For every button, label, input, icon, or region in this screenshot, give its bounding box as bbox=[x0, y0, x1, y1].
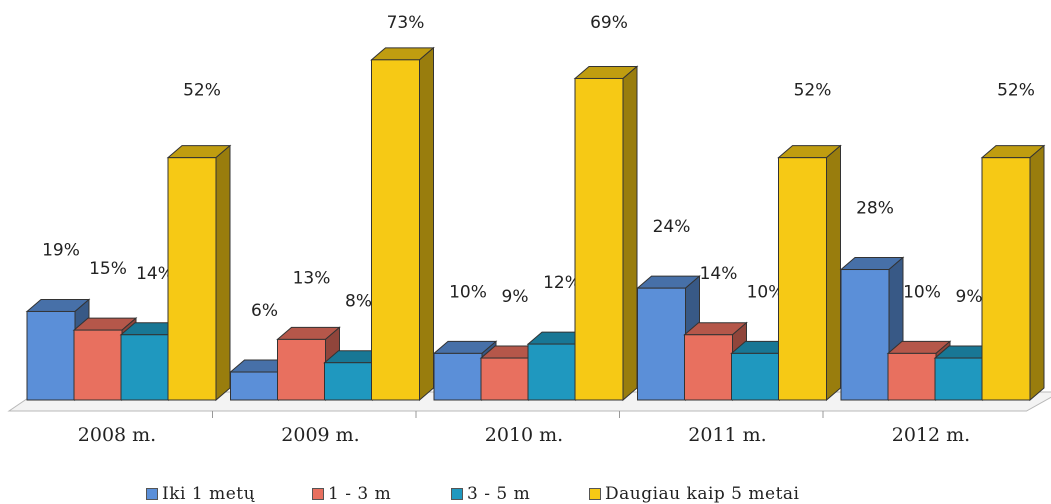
legend-item: Daugiau kaip 5 metai bbox=[589, 484, 800, 504]
data-label: 73% bbox=[387, 13, 425, 33]
data-label: 13% bbox=[293, 268, 331, 288]
data-label: 8% bbox=[345, 292, 372, 312]
legend-swatch bbox=[312, 488, 324, 500]
legend-label: 1 - 3 m bbox=[328, 484, 391, 504]
data-label: 52% bbox=[183, 81, 221, 101]
chart-canvas: 19% 15% 14% 52% 2008 m. 6% 13% 8% 73% 2009 m. 10% 9… bbox=[0, 0, 1051, 484]
x-tick-label: 2011 m. bbox=[688, 424, 766, 446]
data-label: 6% bbox=[251, 301, 278, 321]
bar bbox=[779, 146, 841, 400]
bar bbox=[575, 66, 637, 400]
data-label: 28% bbox=[856, 199, 894, 219]
legend-swatch bbox=[451, 488, 463, 500]
data-label: 10% bbox=[903, 282, 941, 302]
legend-label: Daugiau kaip 5 metai bbox=[605, 484, 800, 504]
x-tick-label: 2008 m. bbox=[78, 424, 156, 446]
chart-legend: Iki 1 metų 1 - 3 m 3 - 5 m Daugiau kaip 5 m… bbox=[0, 484, 1051, 504]
data-label: 9% bbox=[502, 287, 529, 307]
x-tick-label: 2012 m. bbox=[892, 424, 970, 446]
bar bbox=[168, 146, 230, 400]
data-label: 52% bbox=[997, 81, 1035, 101]
data-label: 52% bbox=[794, 81, 832, 101]
x-tick-label: 2010 m. bbox=[485, 424, 563, 446]
legend-label: 3 - 5 m bbox=[467, 484, 530, 504]
legend-item: 1 - 3 m bbox=[312, 484, 391, 504]
legend-item: 3 - 5 m bbox=[451, 484, 530, 504]
legend-item: Iki 1 metų bbox=[146, 484, 255, 504]
legend-swatch bbox=[146, 488, 158, 500]
data-label: 14% bbox=[700, 264, 738, 284]
bar bbox=[982, 146, 1044, 400]
legend-label: Iki 1 metų bbox=[162, 484, 255, 504]
data-label: 69% bbox=[590, 13, 628, 33]
data-label: 15% bbox=[89, 259, 127, 279]
data-label: 9% bbox=[956, 287, 983, 307]
data-label: 24% bbox=[653, 217, 691, 237]
bar bbox=[372, 48, 434, 400]
data-label: 10% bbox=[449, 282, 487, 302]
legend-swatch bbox=[589, 488, 601, 500]
x-tick-label: 2009 m. bbox=[281, 424, 359, 446]
data-label: 19% bbox=[42, 240, 80, 260]
